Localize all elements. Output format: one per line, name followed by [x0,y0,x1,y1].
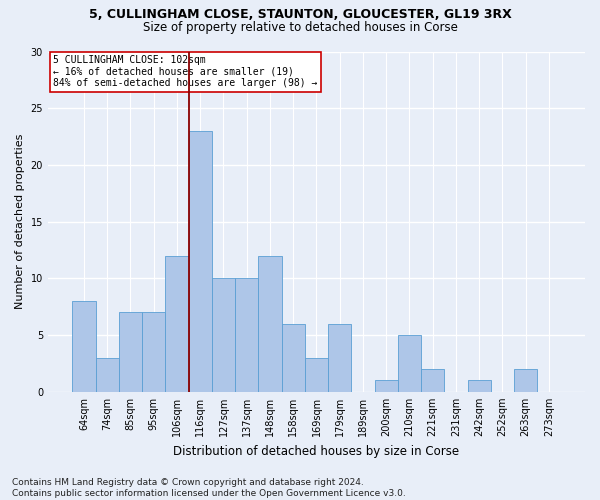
Bar [119,312,142,392]
Bar [212,278,235,392]
Bar [166,256,188,392]
Bar [235,278,259,392]
Bar [281,324,305,392]
Bar [95,358,119,392]
Bar [374,380,398,392]
Bar [142,312,166,392]
Bar [305,358,328,392]
Text: 5, CULLINGHAM CLOSE, STAUNTON, GLOUCESTER, GL19 3RX: 5, CULLINGHAM CLOSE, STAUNTON, GLOUCESTE… [89,8,511,20]
Bar [328,324,352,392]
Bar [73,301,95,392]
Bar [259,256,281,392]
Text: Size of property relative to detached houses in Corse: Size of property relative to detached ho… [143,21,457,34]
Y-axis label: Number of detached properties: Number of detached properties [15,134,25,310]
Text: Contains HM Land Registry data © Crown copyright and database right 2024.
Contai: Contains HM Land Registry data © Crown c… [12,478,406,498]
Bar [421,369,445,392]
X-axis label: Distribution of detached houses by size in Corse: Distribution of detached houses by size … [173,444,460,458]
Bar [398,335,421,392]
Bar [188,131,212,392]
Bar [514,369,538,392]
Text: 5 CULLINGHAM CLOSE: 102sqm
← 16% of detached houses are smaller (19)
84% of semi: 5 CULLINGHAM CLOSE: 102sqm ← 16% of deta… [53,55,317,88]
Bar [467,380,491,392]
